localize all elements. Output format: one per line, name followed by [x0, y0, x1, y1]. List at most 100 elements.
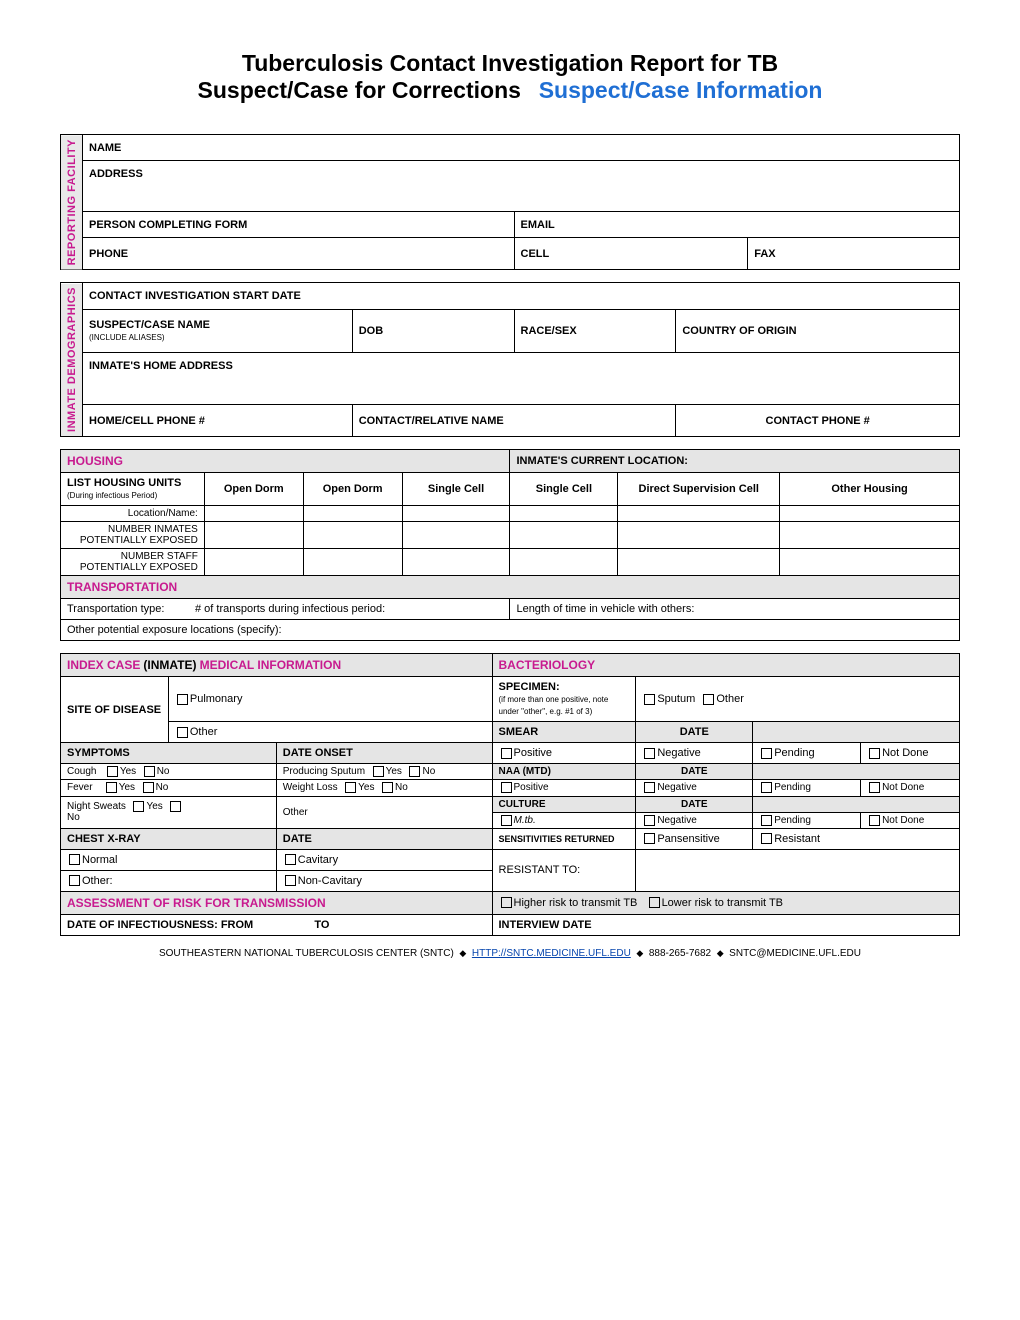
location-row-label: Location/Name:	[61, 506, 205, 522]
col-single-cell-1: Single Cell	[402, 473, 510, 506]
xray-date-label: DATE	[276, 828, 492, 849]
specimen-label: SPECIMEN:(if more than one positive, not…	[492, 677, 636, 722]
demographics-section-label: INMATE DEMOGRAPHICS	[61, 283, 83, 437]
start-date-label[interactable]: CONTACT INVESTIGATION START DATE	[83, 283, 960, 310]
culture-date-label: DATE	[636, 796, 753, 812]
smear-label: SMEAR	[492, 722, 636, 743]
naa-label: NAA (MTD)	[492, 764, 636, 780]
loc-cell[interactable]	[204, 506, 303, 522]
transport-type-cell[interactable]: Transportation type: # of transports dur…	[61, 599, 510, 620]
home-addr-blank[interactable]	[83, 378, 960, 404]
staff-cell[interactable]	[780, 549, 960, 576]
assessment-header: ASSESSMENT OF RISK FOR TRANSMISSION	[61, 891, 493, 914]
pulmonary-checkbox[interactable]: Pulmonary	[168, 677, 492, 722]
title-line1: Tuberculosis Contact Investigation Repor…	[60, 50, 960, 77]
loc-cell[interactable]	[780, 506, 960, 522]
resistant-cb[interactable]: Resistant	[753, 828, 960, 849]
race-sex-label[interactable]: RACE/SEX	[514, 310, 676, 352]
page-title: Tuberculosis Contact Investigation Repor…	[60, 50, 960, 104]
home-phone-label[interactable]: HOME/CELL PHONE #	[83, 405, 353, 437]
fax-label[interactable]: FAX	[748, 238, 960, 270]
loc-cell[interactable]	[402, 506, 510, 522]
transportation-header: TRANSPORTATION	[61, 576, 960, 599]
date-infectiousness-cell[interactable]: DATE OF INFECTIOUSNESS: FROM TO	[61, 914, 493, 935]
email-label[interactable]: EMAIL	[514, 212, 959, 238]
weight-loss-row[interactable]: Weight Loss Yes No	[276, 780, 492, 796]
culture-notdone[interactable]: Not Done	[861, 812, 960, 828]
producing-sputum-row[interactable]: Producing Sputum Yes No	[276, 764, 492, 780]
other-checkbox[interactable]: Other	[168, 722, 492, 743]
inmates-cell[interactable]	[618, 522, 780, 549]
person-label[interactable]: PERSON COMPLETING FORM	[83, 212, 515, 238]
naa-date-cell[interactable]	[753, 764, 960, 780]
smear-date-cell[interactable]	[753, 722, 960, 743]
other-xray-cb[interactable]: Other:	[61, 870, 277, 891]
col-single-cell-2: Single Cell	[510, 473, 618, 506]
phone-label[interactable]: PHONE	[83, 238, 515, 270]
staff-cell[interactable]	[402, 549, 510, 576]
staff-cell[interactable]	[303, 549, 402, 576]
list-housing-label: LIST HOUSING UNITS(During infectious Per…	[61, 473, 205, 506]
naa-date-label: DATE	[636, 764, 753, 780]
pansensitive-cb[interactable]: Pansensitive	[636, 828, 753, 849]
chest-xray-label: CHEST X-RAY	[61, 828, 277, 849]
specimen-checkboxes[interactable]: Sputum Other	[636, 677, 960, 722]
cell-label[interactable]: CELL	[514, 238, 748, 270]
naa-pending[interactable]: Pending	[753, 780, 861, 796]
loc-cell[interactable]	[618, 506, 780, 522]
inmates-cell[interactable]	[204, 522, 303, 549]
inmates-cell[interactable]	[303, 522, 402, 549]
naa-negative[interactable]: Negative	[636, 780, 753, 796]
night-sweats-row[interactable]: Night Sweats Yes No	[61, 796, 277, 828]
inmates-cell[interactable]	[780, 522, 960, 549]
other-symptom-row[interactable]: Other	[276, 796, 492, 828]
fever-row[interactable]: Fever Yes No	[61, 780, 277, 796]
staff-cell[interactable]	[618, 549, 780, 576]
resistant-to-label[interactable]: RESISTANT TO:	[492, 849, 636, 891]
smear-pending[interactable]: Pending	[753, 743, 861, 764]
interview-date-cell[interactable]: INTERVIEW DATE	[492, 914, 960, 935]
dob-label[interactable]: DOB	[352, 310, 514, 352]
culture-date-cell[interactable]	[753, 796, 960, 812]
naa-notdone[interactable]: Not Done	[861, 780, 960, 796]
transport-length-cell[interactable]: Length of time in vehicle with others:	[510, 599, 960, 620]
symptoms-label: SYMPTOMS	[61, 743, 277, 764]
country-label[interactable]: COUNTRY OF ORIGIN	[676, 310, 960, 352]
smear-notdone[interactable]: Not Done	[861, 743, 960, 764]
non-cavitary-cb[interactable]: Non-Cavitary	[276, 870, 492, 891]
contact-name-label[interactable]: CONTACT/RELATIVE NAME	[352, 405, 676, 437]
current-location-label[interactable]: INMATE'S CURRENT LOCATION:	[510, 450, 960, 473]
culture-mtb[interactable]: M.tb.	[492, 812, 636, 828]
loc-cell[interactable]	[510, 506, 618, 522]
home-addr-label[interactable]: INMATE'S HOME ADDRESS	[83, 352, 960, 378]
reporting-section-label: REPORTING FACILITY	[61, 135, 83, 270]
loc-cell[interactable]	[303, 506, 402, 522]
staff-cell[interactable]	[510, 549, 618, 576]
footer-url[interactable]: HTTP://SNTC.MEDICINE.UFL.EDU	[472, 948, 631, 959]
naa-positive[interactable]: Positive	[492, 780, 636, 796]
inmates-cell[interactable]	[510, 522, 618, 549]
suspect-name-label[interactable]: SUSPECT/CASE NAME(INCLUDE ALIASES)	[83, 310, 353, 352]
site-label: SITE OF DISEASE	[61, 677, 169, 743]
smear-positive[interactable]: Positive	[492, 743, 636, 764]
cough-row[interactable]: Cough Yes No	[61, 764, 277, 780]
smear-date-label: DATE	[636, 722, 753, 743]
inmates-cell[interactable]	[402, 522, 510, 549]
sensitivities-label: SENSITIVITIES RETURNED	[492, 828, 636, 849]
risk-checkboxes[interactable]: Higher risk to transmit TB Lower risk to…	[492, 891, 960, 914]
contact-phone-label[interactable]: CONTACT PHONE #	[676, 405, 960, 437]
other-exposure-cell[interactable]: Other potential exposure locations (spec…	[61, 620, 960, 641]
smear-negative[interactable]: Negative	[636, 743, 753, 764]
normal-cb[interactable]: Normal	[61, 849, 277, 870]
address-label[interactable]: ADDRESS	[83, 161, 960, 187]
culture-pending[interactable]: Pending	[753, 812, 861, 828]
date-onset-label: DATE ONSET	[276, 743, 492, 764]
staff-cell[interactable]	[204, 549, 303, 576]
col-open-dorm-2: Open Dorm	[303, 473, 402, 506]
title-line2b: Suspect/Case Information	[539, 77, 823, 103]
address-blank[interactable]	[83, 186, 960, 212]
name-label[interactable]: NAME	[83, 135, 960, 161]
cavitary-cb[interactable]: Cavitary	[276, 849, 492, 870]
culture-negative[interactable]: Negative	[636, 812, 753, 828]
resistant-to-cell[interactable]	[636, 849, 960, 891]
